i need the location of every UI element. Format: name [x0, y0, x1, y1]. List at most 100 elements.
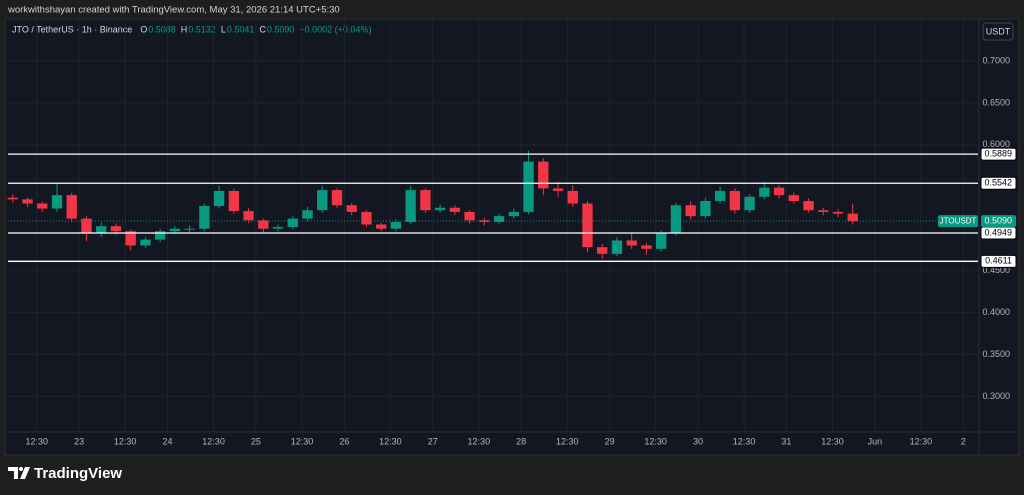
candle-body: [538, 161, 549, 189]
candle-body: [552, 188, 564, 191]
x-tick-label: 12:30: [821, 436, 844, 446]
level-label: 0.4949: [984, 227, 1012, 237]
x-tick-label: 12:30: [379, 436, 402, 446]
candle-body: [759, 187, 770, 197]
candle-body: [51, 195, 63, 209]
x-tick-label: 12:30: [114, 436, 137, 446]
plot: [7, 19, 978, 430]
candle-body: [317, 190, 328, 211]
level-label-box: [980, 147, 1017, 161]
candle-body: [847, 213, 858, 222]
x-tick-label: 12:30: [910, 436, 933, 446]
candle-body: [508, 211, 519, 217]
candle-body: [803, 201, 814, 211]
candle-body: [464, 211, 475, 221]
currency-label[interactable]: USDT: [986, 26, 1011, 36]
last-price-box: [981, 215, 1016, 228]
header: workwithshayan created with TradingView.…: [7, 5, 340, 16]
candle-body: [582, 203, 593, 248]
legend-symbol: JTO / TetherUS · 1h · Binance: [12, 24, 132, 34]
x-tick-label: 2: [961, 436, 966, 446]
candle-body: [685, 205, 696, 217]
level-label-box: [980, 176, 1017, 190]
candle-body: [7, 197, 18, 200]
level-label: 0.5889: [984, 149, 1012, 159]
x-tick-label: 28: [516, 436, 526, 446]
candle-body: [184, 228, 195, 230]
x-tick-label: 30: [693, 436, 703, 446]
candle-body: [110, 226, 122, 232]
candle-body: [243, 211, 254, 221]
level-label: 0.4611: [985, 256, 1012, 266]
candle-body: [641, 245, 652, 249]
legend-change: +0.0002 (+0.04%): [299, 24, 371, 34]
candle-body: [22, 199, 33, 204]
candle-body: [700, 201, 711, 217]
y-tick-label: 0.4500: [982, 265, 1010, 275]
legend-value: 0.5132: [188, 24, 216, 34]
candle-body: [744, 196, 755, 211]
candle-body: [125, 231, 136, 246]
candle-body: [228, 190, 239, 212]
x-tick-label: 12:30: [468, 436, 491, 446]
candle-body: [773, 187, 785, 196]
x-tick-label: 24: [163, 436, 173, 446]
candle-body: [213, 190, 225, 207]
y-tick-label: 0.3500: [982, 349, 1010, 359]
candle-body: [420, 190, 431, 211]
candle-body: [331, 190, 343, 206]
x-tick-label: 27: [428, 436, 438, 446]
candle-body: [361, 211, 372, 225]
candle-body: [66, 195, 77, 219]
x-tick-label: 12:30: [556, 436, 579, 446]
candle-body: [96, 226, 107, 233]
candle-body: [523, 161, 534, 212]
level-label: 0.5542: [984, 178, 1012, 188]
x-tick-label: 25: [251, 436, 261, 446]
chart-panel: [4, 18, 1020, 456]
candle-body: [154, 231, 166, 240]
brand: TradingView: [8, 465, 122, 482]
candle-body: [405, 190, 416, 222]
last-price-symbol-box: [938, 215, 978, 228]
candle-body: [626, 240, 637, 246]
legend-value: 0.5041: [227, 24, 255, 34]
x-tick-label: 12:30: [733, 436, 756, 446]
candle-body: [81, 218, 92, 233]
y-tick-label: 0.7000: [982, 55, 1010, 65]
x-tick-label: Jun: [868, 436, 883, 446]
candle-body: [670, 205, 682, 233]
candle-body: [449, 207, 461, 212]
candle-body: [140, 239, 151, 246]
currency-button[interactable]: [982, 22, 1014, 41]
candle-body: [258, 220, 269, 229]
candle-body: [597, 247, 608, 254]
candle-body: [818, 210, 829, 212]
candle-body: [729, 190, 741, 211]
last-price-label: 0.5090: [984, 216, 1012, 226]
candle-body: [434, 207, 446, 211]
legend-key: O: [140, 24, 147, 34]
candle-body: [656, 232, 667, 249]
candle-body: [479, 220, 490, 222]
x-tick-label: 12:30: [202, 436, 225, 446]
level-label-box: [980, 254, 1017, 268]
candle-body: [567, 190, 578, 204]
candle-body: [390, 221, 402, 229]
x-tick-label: 29: [605, 436, 615, 446]
candle-body: [714, 190, 726, 202]
legend-value: 0.5090: [267, 24, 295, 34]
last-price-symbol: JTOUSDT: [940, 216, 977, 225]
candle-body: [346, 205, 357, 212]
candle-body: [199, 206, 210, 229]
candle-body: [272, 227, 284, 229]
y-tick-label: 0.3000: [982, 391, 1010, 401]
legend-key: L: [221, 24, 226, 34]
legend-value: 0.5088: [148, 24, 176, 34]
candle-body: [611, 240, 623, 254]
candle-body: [376, 224, 387, 229]
legend-key: C: [259, 24, 266, 34]
x-tick-label: 12:30: [25, 436, 48, 446]
